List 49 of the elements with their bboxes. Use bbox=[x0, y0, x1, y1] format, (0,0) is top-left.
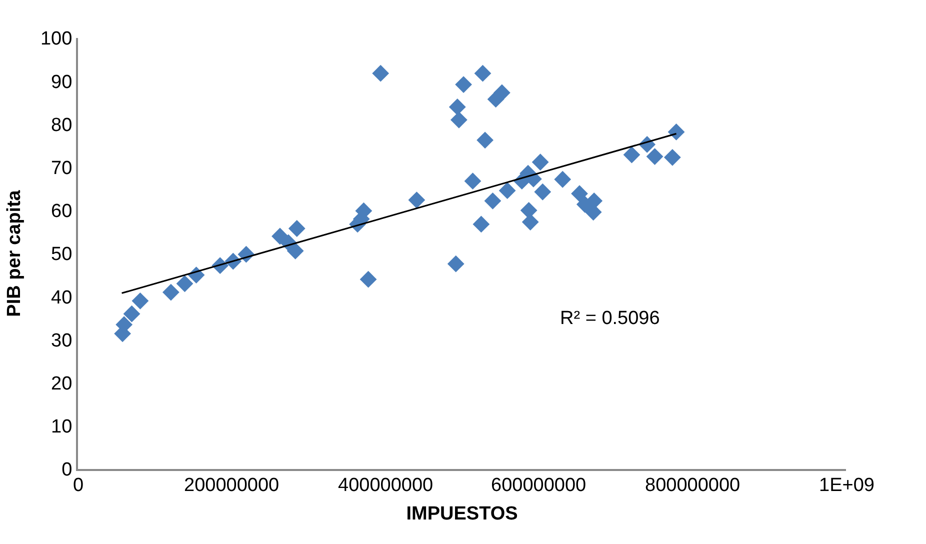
y-tick-label: 100 bbox=[40, 28, 72, 50]
x-axis-title: IMPUESTOS bbox=[406, 503, 518, 524]
point bbox=[664, 148, 681, 166]
y-tick-label: 40 bbox=[51, 287, 72, 308]
y-axis-title: PIB per capita bbox=[4, 190, 25, 317]
point bbox=[646, 148, 664, 165]
point bbox=[474, 64, 492, 82]
point bbox=[522, 214, 539, 230]
point bbox=[498, 182, 516, 200]
point bbox=[476, 132, 494, 149]
point bbox=[532, 154, 549, 171]
annotation: R² = 0.5096 bbox=[560, 308, 660, 329]
point bbox=[571, 185, 588, 202]
point bbox=[472, 216, 490, 233]
point bbox=[408, 192, 426, 209]
point bbox=[554, 170, 572, 188]
x-tick-label: 800000000 bbox=[645, 475, 740, 496]
y-tick-label: 10 bbox=[51, 416, 72, 438]
x-tick-label: 400000000 bbox=[338, 475, 434, 496]
x-tick-label: 600000000 bbox=[491, 475, 586, 496]
y-tick-label: 50 bbox=[51, 244, 72, 266]
y-tick-label: 60 bbox=[51, 201, 72, 222]
point bbox=[132, 292, 149, 310]
point bbox=[448, 98, 466, 116]
point bbox=[450, 111, 468, 128]
point bbox=[123, 305, 140, 322]
point bbox=[288, 220, 306, 237]
point bbox=[176, 275, 194, 292]
point bbox=[447, 255, 464, 272]
y-tick-label: 70 bbox=[51, 158, 72, 179]
x-tick-label: 200000000 bbox=[184, 475, 280, 496]
point bbox=[623, 146, 640, 164]
point bbox=[162, 284, 180, 301]
point bbox=[493, 84, 510, 102]
y-tick-label: 20 bbox=[51, 373, 72, 394]
point bbox=[286, 242, 304, 260]
point bbox=[360, 270, 377, 288]
y-tick-label: 0 bbox=[62, 460, 72, 481]
y-tick-label: 90 bbox=[51, 72, 72, 93]
y-tick-label: 30 bbox=[51, 330, 72, 352]
point bbox=[372, 64, 390, 82]
y-tick-label: 80 bbox=[51, 114, 72, 136]
x-tick-label: 1E+09 bbox=[819, 475, 874, 496]
point bbox=[484, 192, 502, 210]
point bbox=[455, 76, 472, 93]
point bbox=[668, 124, 685, 140]
point bbox=[464, 172, 482, 190]
point bbox=[272, 228, 288, 245]
point bbox=[534, 183, 552, 200]
